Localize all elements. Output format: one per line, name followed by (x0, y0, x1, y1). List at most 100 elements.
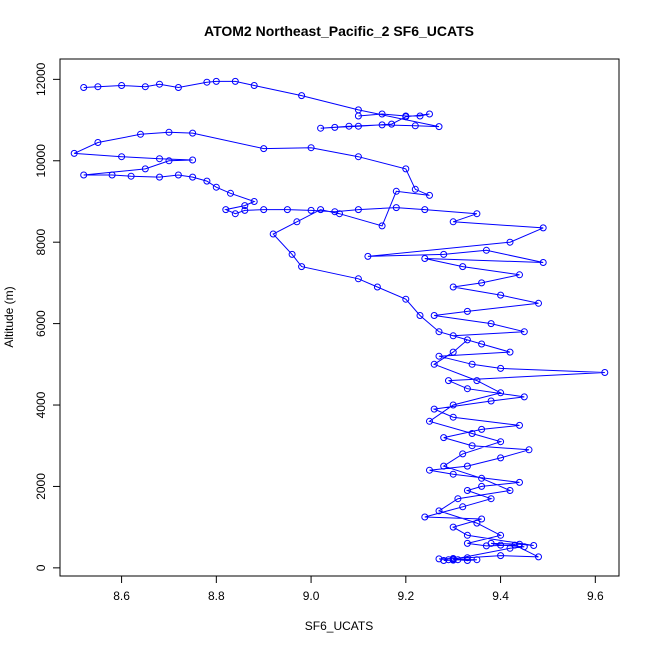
data-point (478, 515, 486, 523)
data-point (373, 283, 381, 291)
data-point (388, 120, 396, 128)
data-point (497, 364, 505, 372)
data-point (435, 352, 443, 360)
data-point (317, 124, 325, 132)
data-point (411, 185, 419, 193)
data-point (487, 397, 495, 405)
data-point (231, 210, 239, 218)
data-point (298, 92, 306, 100)
series-lines (73, 80, 605, 562)
x-axis: 8.6 8.8 9.0 9.2 9.4 9.6 (113, 575, 604, 603)
data-point (478, 474, 486, 482)
data-point (497, 531, 505, 539)
data-point (482, 542, 490, 550)
data-point (435, 555, 443, 563)
data-point (459, 503, 467, 511)
y-axis-label: Altitude (m) (2, 286, 16, 347)
data-point (478, 279, 486, 287)
data-point (402, 295, 410, 303)
data-point (250, 82, 258, 89)
data-point (440, 462, 448, 470)
data-point (174, 84, 182, 91)
data-point (127, 172, 135, 180)
data-point (516, 540, 523, 548)
data-point (426, 417, 433, 425)
data-point (454, 556, 462, 564)
data-point (354, 153, 362, 161)
data-point (449, 283, 457, 291)
data-point (250, 198, 258, 205)
data-point (506, 238, 514, 246)
data-point (463, 539, 471, 547)
x-tick-label: 9.0 (303, 589, 320, 603)
data-point (449, 555, 457, 562)
data-point (440, 557, 448, 564)
data-point (463, 336, 471, 344)
data-point (94, 83, 102, 91)
data-point (426, 191, 433, 199)
data-point (459, 450, 467, 458)
data-point (307, 144, 315, 152)
data-point (426, 110, 433, 118)
data-point (378, 121, 386, 129)
data-point (449, 401, 457, 409)
data-point (468, 360, 476, 368)
data-point (520, 393, 528, 401)
data-point (354, 275, 362, 283)
data-point (463, 307, 471, 315)
data-point (141, 83, 149, 91)
data-point (80, 84, 88, 91)
data-point (449, 218, 457, 226)
data-point (241, 202, 249, 210)
x-tick-label: 9.4 (492, 589, 509, 603)
data-point (402, 113, 410, 121)
data-point (189, 156, 197, 164)
data-point (487, 320, 495, 328)
y-tick-label: 12000 (34, 62, 48, 96)
y-tick-label: 8000 (34, 229, 48, 256)
data-point (497, 541, 505, 549)
data-point (364, 252, 372, 260)
data-point (449, 332, 457, 340)
data-point (463, 554, 471, 562)
y-tick-label: 10000 (34, 144, 48, 178)
data-point (317, 206, 325, 214)
data-point (137, 130, 144, 138)
data-point (449, 413, 457, 421)
data-point (430, 312, 438, 319)
data-point (108, 171, 116, 179)
data-point (449, 348, 457, 356)
y-tick-label: 4000 (34, 391, 48, 418)
data-point (354, 206, 362, 214)
data-point (212, 183, 220, 191)
data-point (421, 513, 429, 521)
data-point (174, 171, 182, 179)
data-point (520, 328, 528, 336)
data-point (468, 430, 476, 437)
data-point (497, 454, 505, 462)
data-point (459, 263, 467, 271)
data-point (426, 466, 433, 474)
data-point (435, 328, 443, 336)
x-tick-label: 8.6 (113, 589, 130, 603)
data-point (392, 204, 400, 212)
data-point (449, 470, 457, 478)
data-point (449, 523, 457, 531)
data-point (478, 482, 486, 490)
data-point (478, 425, 486, 433)
data-point (601, 369, 609, 376)
data-point (535, 299, 542, 307)
data-point (331, 208, 339, 216)
data-point (307, 206, 315, 214)
series-line-1 (73, 131, 605, 562)
data-point (539, 259, 547, 266)
data-point (70, 149, 78, 157)
data-point (478, 340, 486, 348)
data-point (156, 173, 163, 181)
data-point (331, 123, 339, 131)
x-axis-label: SF6_UCATS (305, 619, 373, 633)
data-point (516, 271, 523, 279)
data-point (473, 519, 481, 527)
data-point (269, 230, 277, 238)
